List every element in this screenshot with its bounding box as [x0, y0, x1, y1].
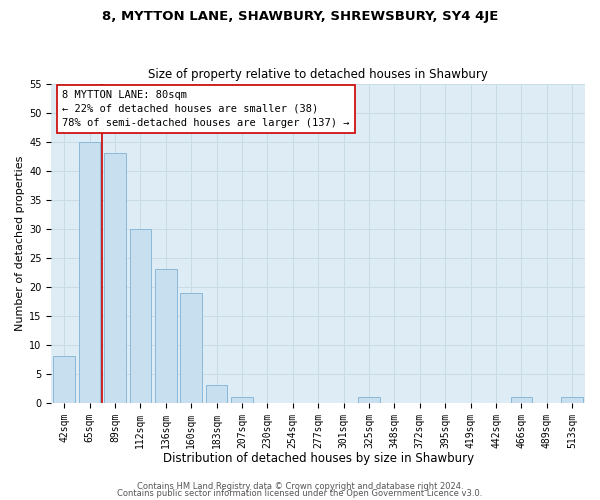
Text: 8 MYTTON LANE: 80sqm
← 22% of detached houses are smaller (38)
78% of semi-detac: 8 MYTTON LANE: 80sqm ← 22% of detached h…	[62, 90, 350, 128]
Bar	[181, 292, 202, 403]
Bar	[155, 270, 176, 403]
Bar	[206, 386, 227, 403]
Bar	[231, 397, 253, 403]
Y-axis label: Number of detached properties: Number of detached properties	[15, 156, 25, 331]
Text: Contains HM Land Registry data © Crown copyright and database right 2024.: Contains HM Land Registry data © Crown c…	[137, 482, 463, 491]
Bar	[562, 397, 583, 403]
X-axis label: Distribution of detached houses by size in Shawbury: Distribution of detached houses by size …	[163, 452, 474, 465]
Bar	[511, 397, 532, 403]
Bar	[104, 153, 126, 403]
Bar	[53, 356, 75, 403]
Title: Size of property relative to detached houses in Shawbury: Size of property relative to detached ho…	[148, 68, 488, 81]
Bar	[358, 397, 380, 403]
Bar	[79, 142, 100, 403]
Text: 8, MYTTON LANE, SHAWBURY, SHREWSBURY, SY4 4JE: 8, MYTTON LANE, SHAWBURY, SHREWSBURY, SY…	[102, 10, 498, 23]
Bar	[130, 228, 151, 403]
Text: Contains public sector information licensed under the Open Government Licence v3: Contains public sector information licen…	[118, 489, 482, 498]
